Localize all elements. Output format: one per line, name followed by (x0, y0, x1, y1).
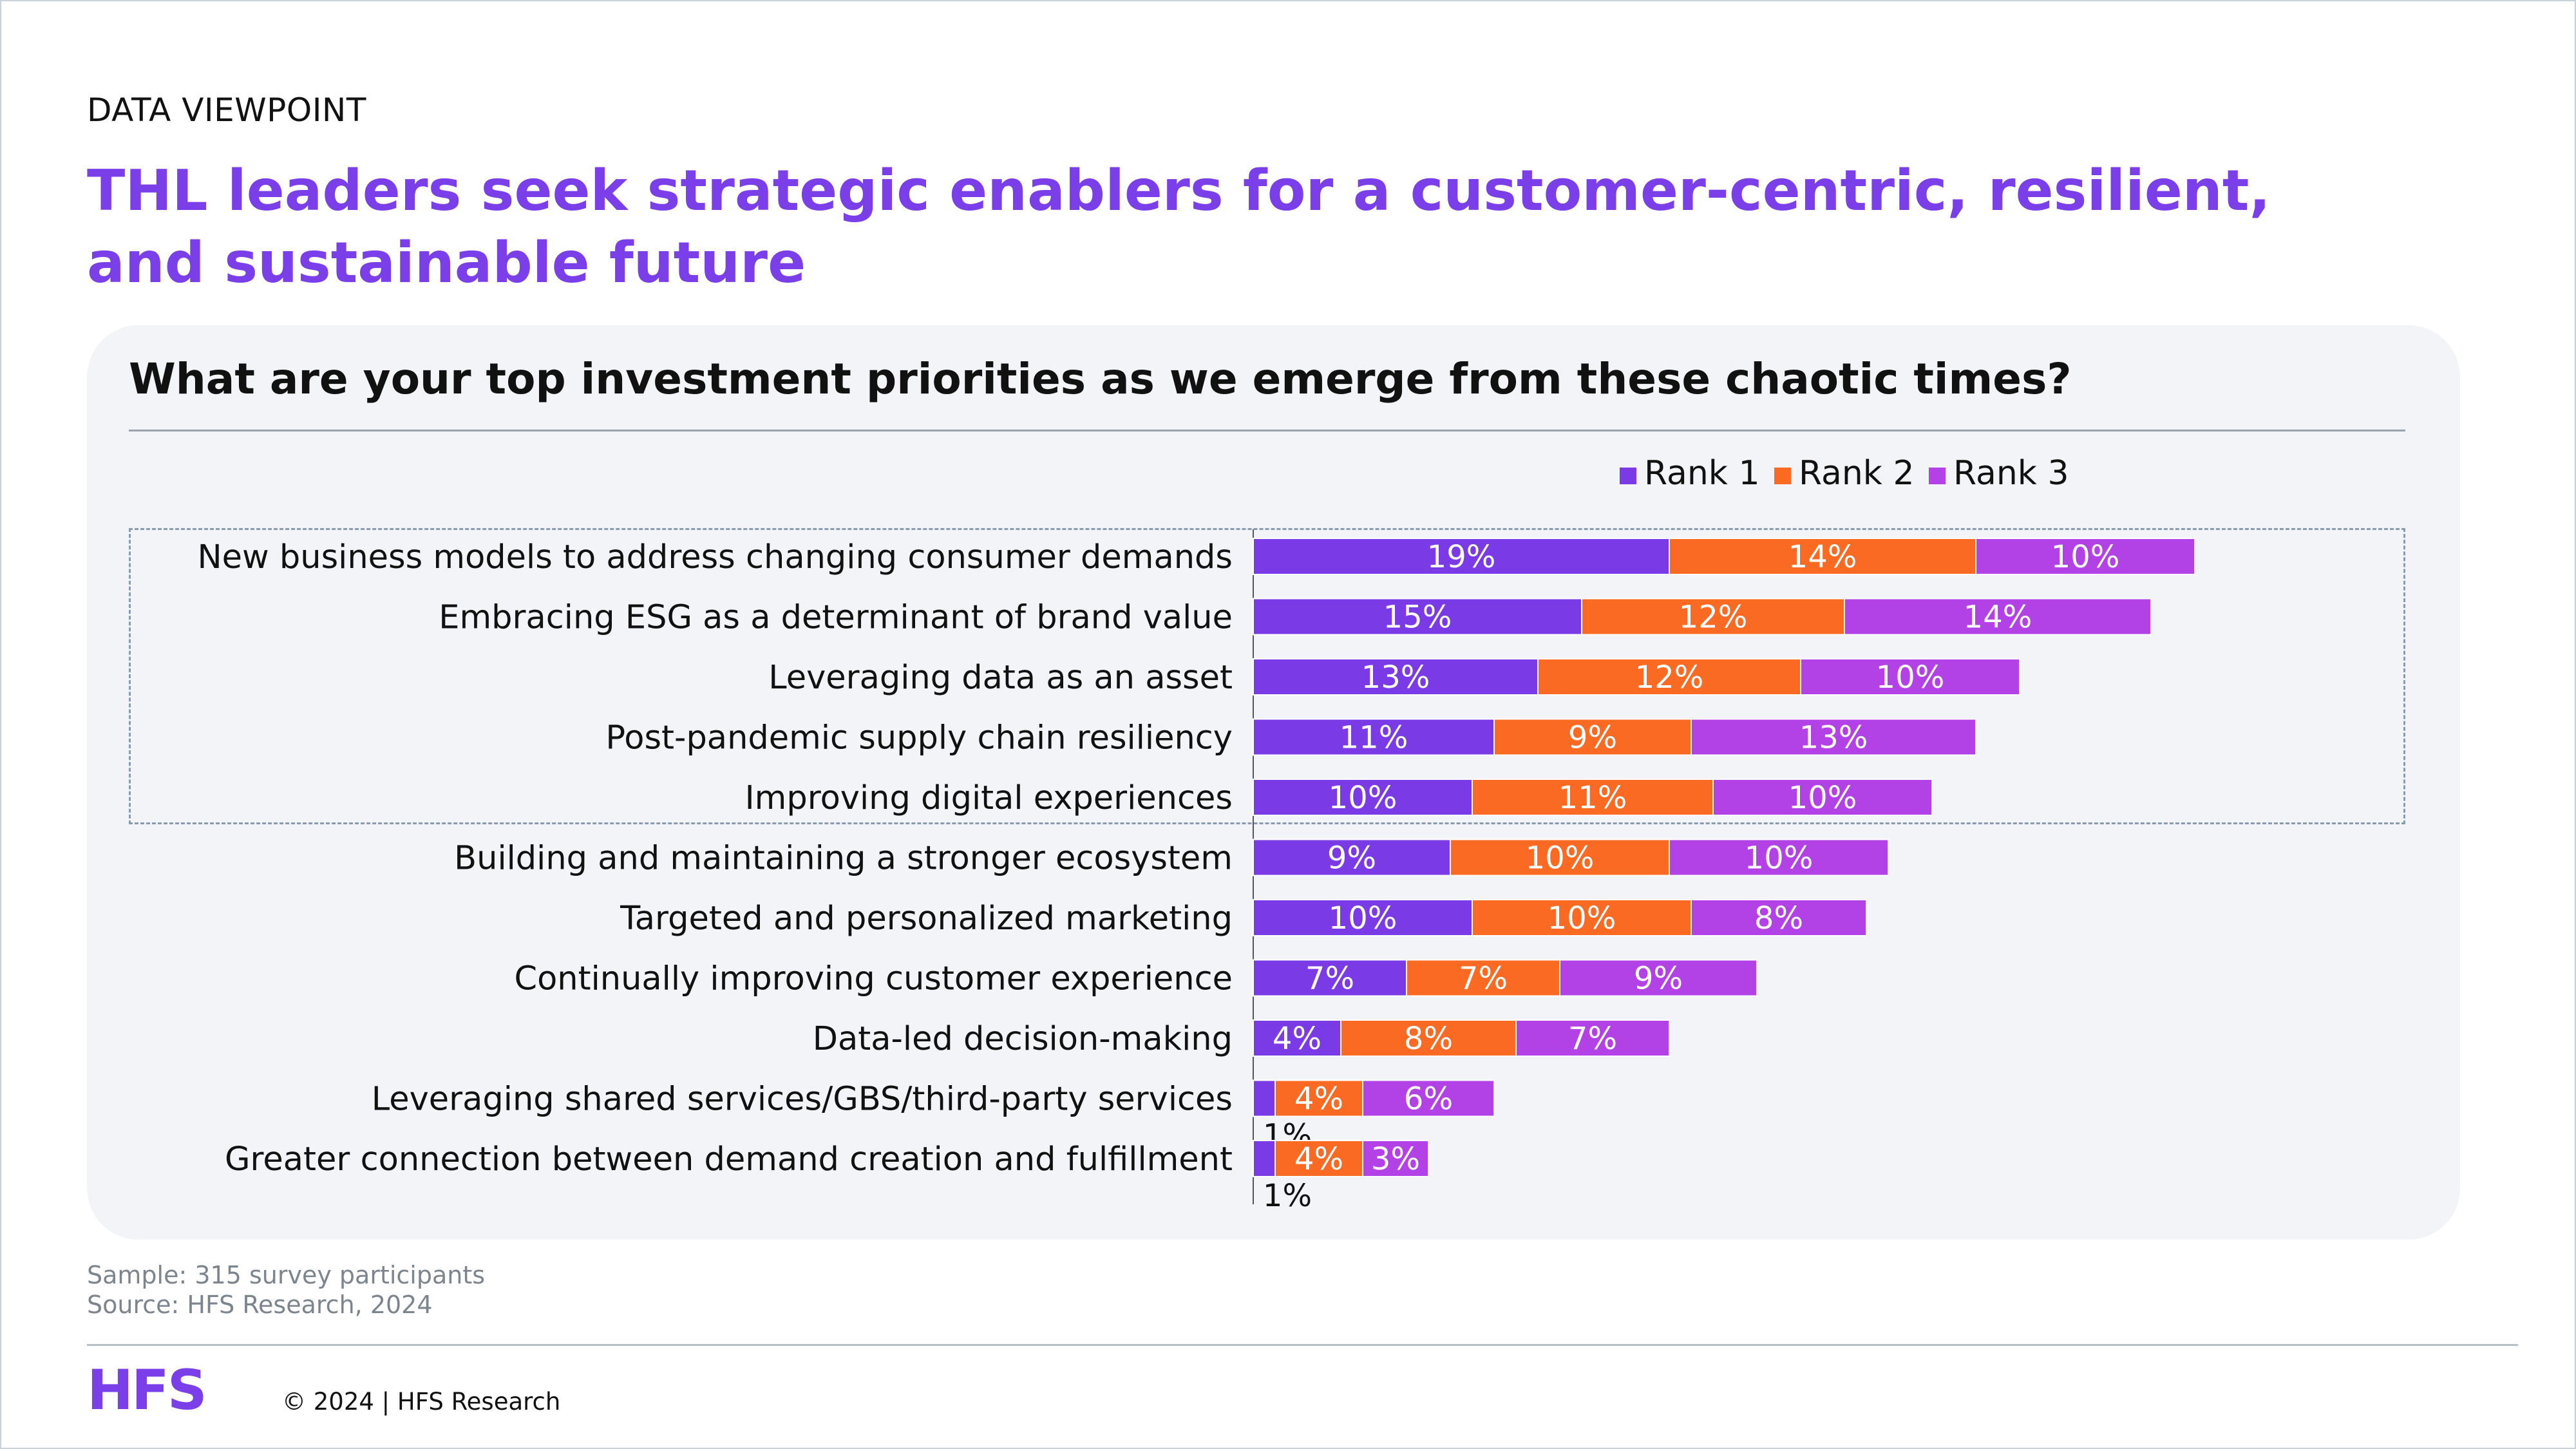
bar-segment-rank-3 (1559, 959, 1757, 997)
category-label: Continually improving customer experienc… (514, 960, 1233, 998)
legend-swatch-rank-3 (1929, 468, 1946, 484)
bar-segment-rank-3 (1844, 598, 2152, 636)
data-label: 9% (1568, 720, 1617, 756)
category-label: Post-pandemic supply chain resiliency (605, 719, 1233, 757)
data-label: 11% (1558, 780, 1627, 816)
data-label: 12% (1679, 600, 1748, 636)
category-label: Building and maintaining a stronger ecos… (454, 840, 1233, 878)
data-label: 10% (1329, 900, 1397, 936)
bar-segment-rank-3 (1669, 838, 1889, 876)
bar-segment-rank-2 (1537, 658, 1801, 696)
bar-segment-rank-3 (1800, 658, 2020, 696)
bar-segment-rank-1 (1253, 718, 1495, 756)
bar-segment-rank-2 (1472, 779, 1714, 816)
bar-segment-rank-2 (1472, 899, 1692, 936)
legend-swatch-rank-2 (1774, 468, 1791, 484)
top-five-highlight-box (129, 528, 2405, 824)
chart-title: What are your top investment priorities … (129, 354, 2072, 404)
bar-segment-rank-1 (1253, 1079, 1276, 1117)
category-label: Leveraging shared services/GBS/third-par… (372, 1081, 1233, 1119)
bar-segment-rank-1 (1253, 598, 1582, 636)
title-divider (129, 430, 2405, 431)
data-label: 10% (1526, 840, 1595, 876)
eyebrow-label: DATA VIEWPOINT (87, 91, 366, 129)
bar-segment-rank-1 (1253, 1019, 1341, 1057)
data-label: 10% (1548, 900, 1616, 936)
bar-segment-rank-1 (1253, 1140, 1276, 1177)
data-label: 1% (1263, 1178, 1312, 1214)
data-label: 10% (2051, 539, 2120, 575)
bar-segment-rank-3 (1362, 1079, 1495, 1117)
bar-segment-rank-2 (1493, 718, 1692, 756)
data-label: 8% (1404, 1021, 1453, 1057)
data-label: 9% (1327, 840, 1376, 876)
data-label: 3% (1371, 1141, 1420, 1177)
data-label: 14% (1788, 539, 1857, 575)
category-label: Targeted and personalized marketing (620, 900, 1233, 938)
legend-label-rank-3: Rank 3 (1953, 454, 2069, 493)
hfs-logo: HFS (87, 1362, 207, 1420)
data-label: 4% (1273, 1021, 1321, 1057)
category-label: Leveraging data as an asset (768, 659, 1233, 697)
category-label: Improving digital experiences (745, 779, 1233, 817)
data-label: 7% (1459, 961, 1508, 997)
data-label: 6% (1404, 1081, 1453, 1117)
category-label: Embracing ESG as a determinant of brand … (439, 599, 1233, 637)
data-label: 14% (1964, 600, 2032, 636)
legend-label-rank-1: Rank 1 (1644, 454, 1760, 493)
category-label: Data-led decision-making (813, 1020, 1233, 1058)
data-label: 10% (1788, 780, 1857, 816)
data-label: 10% (1745, 840, 1814, 876)
data-label: 4% (1294, 1141, 1343, 1177)
bar-segment-rank-2 (1406, 959, 1560, 997)
bar-segment-rank-1 (1253, 658, 1539, 696)
source-note: Source: HFS Research, 2024 (87, 1291, 433, 1319)
data-label: 11% (1340, 720, 1408, 756)
bar-segment-rank-1 (1253, 538, 1670, 575)
copyright-text: © 2024 | HFS Research (282, 1388, 561, 1416)
category-label: Greater connection between demand creati… (225, 1141, 1233, 1179)
bar-segment-rank-3 (1362, 1140, 1429, 1177)
bar-segment-rank-2 (1669, 538, 1976, 575)
bar-segment-rank-3 (1515, 1019, 1670, 1057)
bar-segment-rank-2 (1340, 1019, 1517, 1057)
category-label: New business models to address changing … (197, 538, 1233, 576)
data-label: 4% (1294, 1081, 1343, 1117)
bar-segment-rank-3 (1690, 718, 1976, 756)
data-label: 7% (1568, 1021, 1617, 1057)
legend-label-rank-2: Rank 2 (1799, 454, 1915, 493)
data-label: 10% (1876, 659, 1945, 696)
bar-segment-rank-2 (1274, 1140, 1363, 1177)
legend-swatch-rank-1 (1620, 468, 1636, 484)
data-label: 12% (1635, 659, 1704, 696)
bar-segment-rank-3 (1975, 538, 2195, 575)
page-title: THL leaders seek strategic enablers for … (87, 158, 2271, 296)
bar-segment-rank-3 (1712, 779, 1933, 816)
bar-segment-rank-2 (1581, 598, 1845, 636)
data-label: 10% (1329, 780, 1397, 816)
data-label: 13% (1799, 720, 1868, 756)
data-label: 15% (1383, 600, 1452, 636)
data-label: 9% (1634, 961, 1683, 997)
data-label: 19% (1427, 539, 1496, 575)
data-label: 8% (1754, 900, 1803, 936)
sample-note: Sample: 315 survey participants (87, 1261, 486, 1289)
hfs-logo-text: HFS (87, 1362, 205, 1420)
footer-divider (87, 1344, 2518, 1346)
data-label: 7% (1305, 961, 1354, 997)
bar-segment-rank-3 (1690, 899, 1867, 936)
data-label: 13% (1361, 659, 1430, 696)
